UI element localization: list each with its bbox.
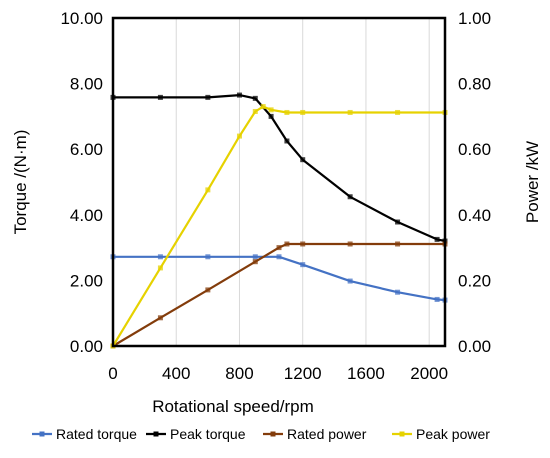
peak-power-point xyxy=(395,109,401,115)
peak-torque-point xyxy=(434,236,440,242)
rated-power-point xyxy=(157,315,163,321)
peak-power-point xyxy=(268,107,274,113)
left-y-axis-title: Torque /(N·m) xyxy=(11,130,30,235)
peak-power-point xyxy=(300,109,306,115)
peak-power-point xyxy=(252,108,258,114)
peak-power-point xyxy=(236,133,242,139)
x-tick-label: 0 xyxy=(108,364,117,383)
peak-torque-line xyxy=(113,93,446,243)
right-y-tick-label: 0.80 xyxy=(458,75,491,94)
left-y-tick-label: 2.00 xyxy=(70,271,103,290)
peak-torque-point xyxy=(205,94,211,100)
left-y-tick-label: 0.00 xyxy=(70,337,103,356)
rated-torque-point xyxy=(157,254,163,260)
peak-power-point xyxy=(284,109,290,115)
plot-area-frame xyxy=(111,16,447,348)
rated-power-legend-label: Rated power xyxy=(287,426,367,442)
rated-power-point xyxy=(300,241,306,247)
rated-power-line xyxy=(112,242,445,347)
rated-power-point xyxy=(347,241,353,247)
peak-power-point xyxy=(205,187,211,193)
right-y-axis-title: Power /kW xyxy=(523,141,542,223)
right-y-tick-label: 0.20 xyxy=(458,271,491,290)
peak-torque-point xyxy=(252,95,258,101)
gridlines xyxy=(175,18,430,346)
rated-power-point xyxy=(276,245,282,251)
peak-torque-point xyxy=(395,219,401,225)
peak-power-line xyxy=(112,105,445,347)
x-axis-title: Rotational speed/rpm xyxy=(152,397,314,416)
rated-power-point xyxy=(252,259,258,265)
rated-torque-point xyxy=(434,296,440,302)
tick-labels: 0 400 800 1200 1600 2000 0.00 2.00 4.00 6.00 8.00 1… xyxy=(60,9,491,383)
left-y-tick-label: 6.00 xyxy=(70,140,103,159)
peak-torque-point xyxy=(236,92,242,98)
peak-torque-legend-label: Peak torque xyxy=(170,426,246,442)
rated-power-point xyxy=(395,241,401,247)
rated-torque-point xyxy=(276,254,282,260)
rated-torque-point xyxy=(395,289,401,295)
right-y-tick-label: 0.60 xyxy=(458,140,491,159)
rated-power-legend-marker xyxy=(270,431,276,437)
left-y-tick-label: 10.00 xyxy=(60,9,103,28)
peak-power-point xyxy=(347,109,353,115)
peak-power-legend-marker xyxy=(399,431,405,437)
peak-torque-point xyxy=(268,113,274,119)
right-y-tick-label: 1.00 xyxy=(458,9,491,28)
peak-power-point xyxy=(157,265,163,271)
rated-torque-point xyxy=(205,254,211,260)
x-tick-label: 1200 xyxy=(284,364,322,383)
peak-torque-point xyxy=(284,138,290,144)
peak-torque-point xyxy=(157,94,163,100)
rated-torque-legend-label: Rated torque xyxy=(56,426,137,442)
rated-torque-point xyxy=(347,278,353,284)
rated-torque-line xyxy=(113,255,446,302)
rated-torque-legend-marker xyxy=(39,431,45,437)
peak-power-point xyxy=(260,104,266,110)
left-y-tick-label: 8.00 xyxy=(70,75,103,94)
rated-torque-point xyxy=(300,262,306,268)
right-y-tick-label: 0.40 xyxy=(458,206,491,225)
peak-power-legend-label: Peak power xyxy=(416,426,490,442)
legend: Rated torque Peak torque Rated power Peak p… xyxy=(32,426,490,442)
rated-power-point xyxy=(284,241,290,247)
rated-torque-point xyxy=(252,254,258,260)
peak-torque-legend-marker xyxy=(153,431,159,437)
peak-torque-point xyxy=(300,157,306,163)
peak-torque-point xyxy=(347,194,353,200)
series-lines xyxy=(110,92,448,349)
x-tick-label: 400 xyxy=(162,364,190,383)
x-tick-label: 1600 xyxy=(347,364,385,383)
left-y-tick-label: 4.00 xyxy=(70,206,103,225)
x-tick-label: 2000 xyxy=(410,364,448,383)
rated-power-point xyxy=(205,287,211,293)
x-tick-label: 800 xyxy=(225,364,253,383)
right-y-tick-label: 0.00 xyxy=(458,337,491,356)
